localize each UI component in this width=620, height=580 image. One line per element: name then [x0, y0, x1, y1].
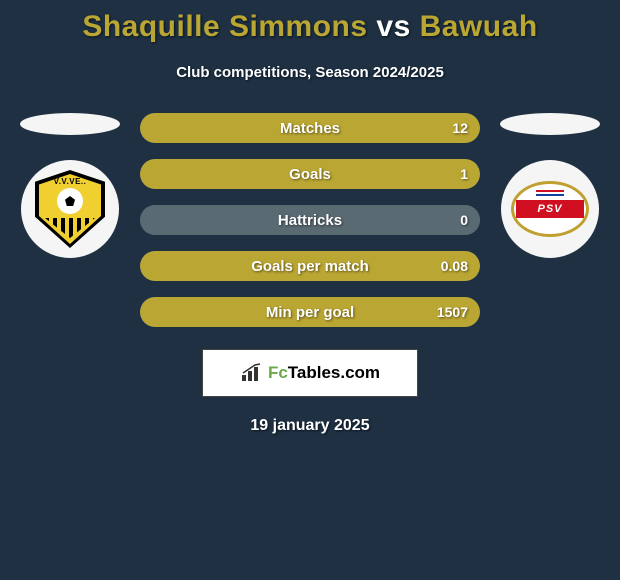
- stat-value-right: 0.08: [441, 258, 468, 274]
- date-label: 19 january 2025: [0, 417, 620, 435]
- left-team-column: V.V.VE..: [10, 113, 130, 258]
- subtitle: Club competitions, Season 2024/2025: [0, 64, 620, 81]
- stat-value-right: 1507: [437, 304, 468, 320]
- team-badge-psv: PSV: [501, 160, 599, 258]
- stat-bars: 12 Matches 1 Goals 0 Hattricks 0.08 Goals per m…: [140, 113, 480, 327]
- stat-label: Hattricks: [278, 212, 342, 229]
- stat-value-right: 12: [452, 120, 468, 136]
- comparison-content: V.V.VE.. 12 Matches 1 Goals 0 Hattricks 0.08 Go…: [0, 113, 620, 327]
- stat-label: Matches: [280, 120, 340, 137]
- stat-value-right: 0: [460, 212, 468, 228]
- flag-icon: [536, 190, 564, 196]
- team-badge-vvv: V.V.VE..: [21, 160, 119, 258]
- player1-name: Shaquille Simmons: [82, 10, 367, 43]
- stat-label: Min per goal: [266, 304, 354, 321]
- comparison-title: Shaquille Simmons vs Bawuah: [0, 0, 620, 44]
- psv-text: PSV: [516, 200, 584, 218]
- player2-name: Bawuah: [420, 10, 538, 43]
- chart-icon: [240, 363, 264, 383]
- shadow-ellipse: [20, 113, 120, 135]
- stat-value-right: 1: [460, 166, 468, 182]
- vs-label: vs: [376, 10, 410, 43]
- watermark-text: FcTables.com: [268, 363, 380, 383]
- stat-bar: 12 Matches: [140, 113, 480, 143]
- shadow-ellipse: [500, 113, 600, 135]
- stat-label: Goals: [289, 166, 331, 183]
- stat-bar: 0 Hattricks: [140, 205, 480, 235]
- vvv-text: V.V.VE..: [54, 177, 87, 186]
- stat-bar: 1 Goals: [140, 159, 480, 189]
- right-team-column: PSV: [490, 113, 610, 258]
- stat-bar: 1507 Min per goal: [140, 297, 480, 327]
- stat-bar: 0.08 Goals per match: [140, 251, 480, 281]
- watermark: FcTables.com: [202, 349, 418, 397]
- stripes-icon: [45, 218, 95, 238]
- stat-label: Goals per match: [251, 258, 369, 275]
- ball-icon: [57, 188, 83, 214]
